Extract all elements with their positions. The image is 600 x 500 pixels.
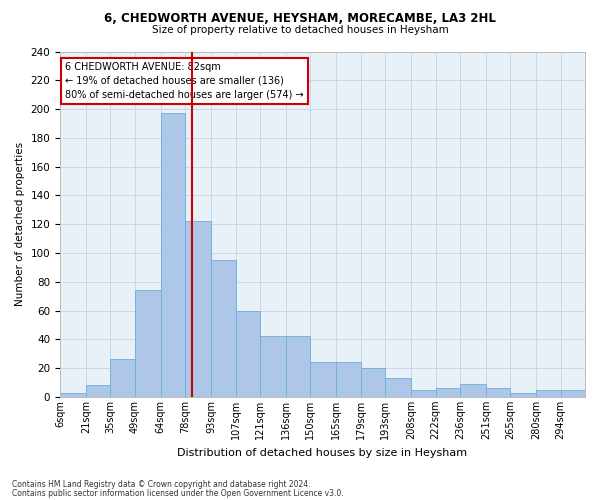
Bar [385, 378, 411, 397]
Bar [536, 390, 560, 397]
Text: Contains HM Land Registry data © Crown copyright and database right 2024.: Contains HM Land Registry data © Crown c… [12, 480, 311, 489]
Bar [510, 392, 536, 397]
Bar [86, 386, 110, 397]
Bar [185, 222, 211, 397]
Bar [60, 392, 86, 397]
Bar [260, 336, 286, 397]
Bar [560, 390, 585, 397]
Bar [135, 290, 161, 397]
Text: 6, CHEDWORTH AVENUE, HEYSHAM, MORECAMBE, LA3 2HL: 6, CHEDWORTH AVENUE, HEYSHAM, MORECAMBE,… [104, 12, 496, 26]
Bar [361, 368, 385, 397]
Bar [236, 310, 260, 397]
Bar [436, 388, 460, 397]
Bar [286, 336, 310, 397]
Bar [460, 384, 486, 397]
Text: Contains public sector information licensed under the Open Government Licence v3: Contains public sector information licen… [12, 488, 344, 498]
Bar [486, 388, 510, 397]
Bar [411, 390, 436, 397]
Bar [337, 362, 361, 397]
X-axis label: Distribution of detached houses by size in Heysham: Distribution of detached houses by size … [178, 448, 467, 458]
Y-axis label: Number of detached properties: Number of detached properties [15, 142, 25, 306]
Bar [310, 362, 337, 397]
Text: 6 CHEDWORTH AVENUE: 82sqm
← 19% of detached houses are smaller (136)
80% of semi: 6 CHEDWORTH AVENUE: 82sqm ← 19% of detac… [65, 62, 304, 100]
Bar [161, 114, 185, 397]
Bar [211, 260, 236, 397]
Text: Size of property relative to detached houses in Heysham: Size of property relative to detached ho… [152, 25, 448, 35]
Bar [110, 360, 135, 397]
